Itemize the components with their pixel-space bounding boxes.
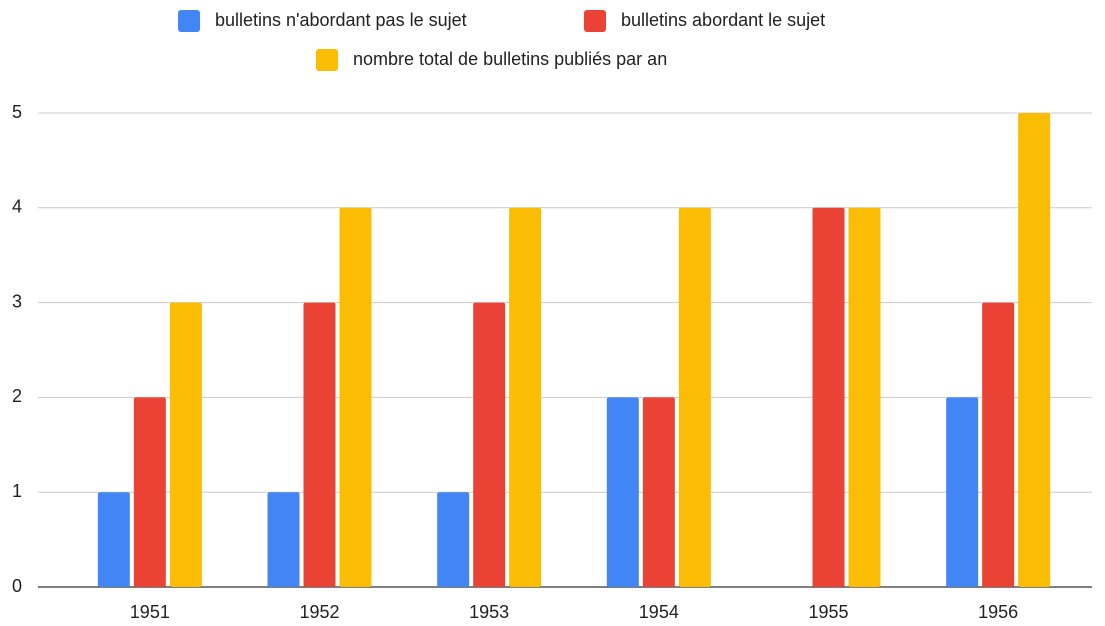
bar (303, 302, 336, 587)
x-tick-label: 1955 (808, 602, 848, 622)
bar (812, 207, 845, 588)
y-tick-label: 2 (12, 386, 22, 406)
bar (437, 492, 470, 587)
bar (473, 302, 506, 587)
y-tick-label: 1 (12, 481, 22, 501)
x-tick-label: 1954 (639, 602, 679, 622)
y-tick-label: 3 (12, 291, 22, 311)
bar (678, 207, 711, 588)
legend-label: nombre total de bulletins publiés par an (353, 49, 667, 69)
bar (339, 207, 372, 588)
x-tick-label: 1952 (299, 602, 339, 622)
bar (509, 207, 542, 588)
bar (267, 492, 300, 587)
legend-swatch (316, 49, 338, 71)
legend-swatch (178, 10, 200, 32)
bar (133, 397, 166, 587)
y-tick-label: 5 (12, 102, 22, 122)
bar (946, 397, 979, 587)
legend-label: bulletins n'abordant pas le sujet (215, 10, 467, 30)
y-tick-label: 0 (12, 576, 22, 596)
x-tick-label: 1951 (130, 602, 170, 622)
x-tick-label: 1953 (469, 602, 509, 622)
bar (982, 302, 1015, 587)
bar (606, 397, 639, 587)
legend-swatch (584, 10, 606, 32)
legend-label: bulletins abordant le sujet (621, 10, 825, 30)
x-tick-label: 1956 (978, 602, 1018, 622)
bar (97, 492, 130, 587)
bar (642, 397, 675, 587)
bar (169, 302, 202, 587)
bar (848, 207, 881, 588)
bar (1018, 113, 1051, 587)
y-tick-label: 4 (12, 197, 22, 217)
